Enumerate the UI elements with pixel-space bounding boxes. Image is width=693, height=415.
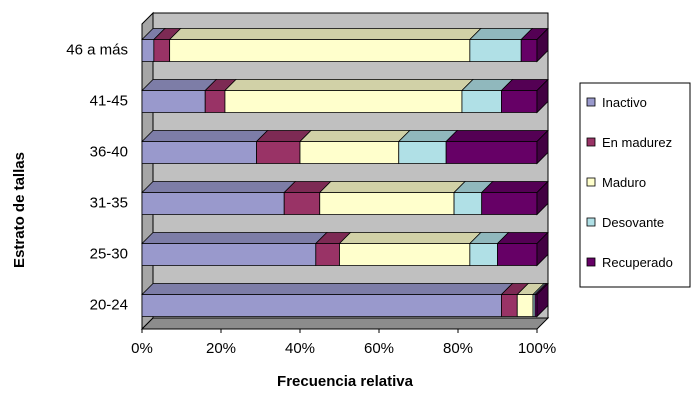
x-axis-title: Frecuencia relativa <box>277 373 414 390</box>
bar-segment-top <box>480 181 549 193</box>
bar-segment-top <box>445 130 549 142</box>
bar-segment-side <box>536 231 549 267</box>
bar-segment-side <box>536 282 549 318</box>
legend-label: Inactivo <box>602 95 647 110</box>
y-tick-label: 46 a más <box>66 42 128 59</box>
bar-segment <box>141 192 285 215</box>
bar-segment <box>398 141 447 164</box>
bar-segment <box>453 192 483 215</box>
bar-segment-side <box>536 129 549 165</box>
bar-segment-top <box>141 79 218 91</box>
y-tick-label: 20-24 <box>90 297 128 314</box>
bar-segment <box>204 90 226 113</box>
bar-segment-side <box>536 180 549 216</box>
bar-segment-top <box>168 28 482 40</box>
bar-segment-top <box>141 130 269 142</box>
bar-segment-side <box>536 27 549 63</box>
x-tick-label: 80% <box>443 340 473 357</box>
x-tick-label: 40% <box>285 340 315 357</box>
bar-segment <box>153 39 171 62</box>
bar-segment <box>256 141 301 164</box>
legend-label: Maduro <box>602 175 646 190</box>
bar-row-46-a-más <box>141 27 549 63</box>
bar-segment-top <box>141 283 514 295</box>
bar-row-31-35 <box>141 180 549 216</box>
y-tick-label: 41-45 <box>90 93 128 110</box>
legend-label: Recuperado <box>602 255 673 270</box>
x-tick-label: 0% <box>131 340 153 357</box>
bar-segment-top <box>299 130 411 142</box>
bar-segment <box>283 192 321 215</box>
y-axis-title: Estrato de tallas <box>11 152 28 268</box>
bar-segment <box>516 294 534 317</box>
bar-segment <box>501 90 538 113</box>
bar-segment-top <box>141 181 297 193</box>
bar-segment <box>141 39 155 62</box>
bar-segment <box>461 90 502 113</box>
legend-label: En madurez <box>602 135 672 150</box>
legend-swatch <box>586 257 596 267</box>
bar-row-20-24 <box>141 282 549 318</box>
bar-segment <box>169 39 471 62</box>
legend-swatch <box>586 137 596 147</box>
legend-swatch <box>586 97 596 107</box>
bar-segment <box>501 294 518 317</box>
y-tick-label: 31-35 <box>90 195 128 212</box>
x-tick-label: 60% <box>364 340 394 357</box>
legend-label: Desovante <box>602 215 664 230</box>
bar-segment-side <box>536 78 549 114</box>
bar-segment <box>315 243 340 266</box>
bar-segment-top <box>141 232 328 244</box>
bar-segment <box>141 243 317 266</box>
bar-row-36-40 <box>141 129 549 165</box>
y-tick-label: 36-40 <box>90 144 128 161</box>
y-tick-label: 25-30 <box>90 246 128 263</box>
bar-segment <box>299 141 400 164</box>
bar-row-25-30 <box>141 231 549 267</box>
bar-segment-top <box>223 79 474 91</box>
bar-segment <box>497 243 538 266</box>
bar-segment <box>141 141 257 164</box>
bar-segment <box>469 39 522 62</box>
bar-segment <box>445 141 538 164</box>
bar-segment <box>319 192 455 215</box>
bar-segment <box>481 192 538 215</box>
bar-row-41-45 <box>141 78 549 114</box>
chart-floor <box>140 317 550 330</box>
legend-swatch <box>586 217 596 227</box>
bar-segment <box>141 90 206 113</box>
bar-segment <box>141 294 502 317</box>
x-tick-label: 20% <box>206 340 236 357</box>
bar-segment <box>224 90 463 113</box>
x-tick-label: 100% <box>518 340 556 357</box>
bar-segment <box>520 39 538 62</box>
bar-segment <box>469 243 498 266</box>
legend-box <box>579 82 691 288</box>
bar-segment <box>339 243 471 266</box>
bar-segment-top <box>318 181 467 193</box>
bar-segment-top <box>338 232 482 244</box>
legend-swatch <box>586 177 596 187</box>
